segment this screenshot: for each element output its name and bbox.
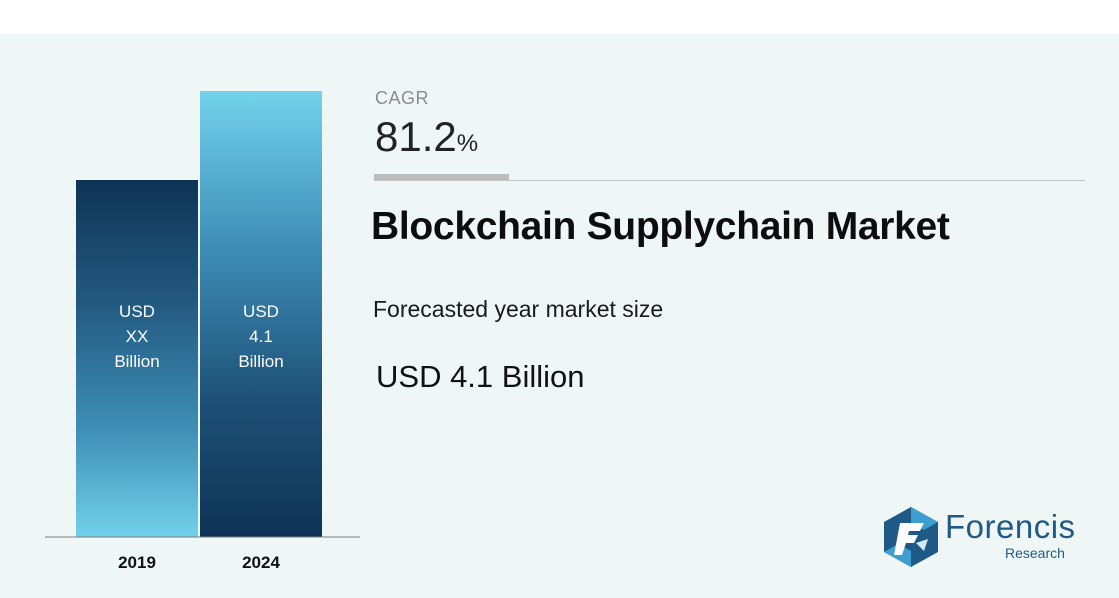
- logo-sub: Research: [1005, 545, 1065, 561]
- logo-name: Forencis: [945, 508, 1076, 545]
- cagr-value: 81.2%: [375, 113, 478, 168]
- cagr-underline: [374, 174, 509, 180]
- forecast-label: Forecasted year market size: [373, 296, 664, 322]
- cagr-label: CAGR: [375, 88, 430, 108]
- x-tick-2019: 2019: [118, 553, 156, 572]
- bar-label-2019-line1: USD: [119, 302, 155, 321]
- bar-2019: [76, 180, 198, 537]
- forencis-logo: Forencis Research: [880, 505, 1075, 569]
- cagr-number: 81.2: [375, 113, 457, 160]
- market-title: Blockchain Supplychain Market: [371, 205, 950, 248]
- bar-label-2024-line1: USD: [243, 302, 279, 321]
- bar-label-2019: USD XX Billion: [76, 299, 198, 374]
- market-size-value: USD 4.1 Billion: [376, 359, 585, 394]
- forencis-hexagon-logo-icon: [884, 507, 938, 567]
- cagr-unit: %: [456, 130, 479, 157]
- bar-label-2024: USD 4.1 Billion: [200, 299, 322, 374]
- bar-label-2019-line2: XX: [125, 327, 149, 346]
- bar-2024: [200, 91, 322, 537]
- divider-line: [374, 180, 1085, 181]
- x-tick-2024: 2024: [242, 553, 280, 572]
- bar-label-2024-line3: Billion: [238, 352, 284, 371]
- bar-label-2024-line2: 4.1: [249, 327, 273, 346]
- bar-label-2019-line3: Billion: [114, 352, 160, 371]
